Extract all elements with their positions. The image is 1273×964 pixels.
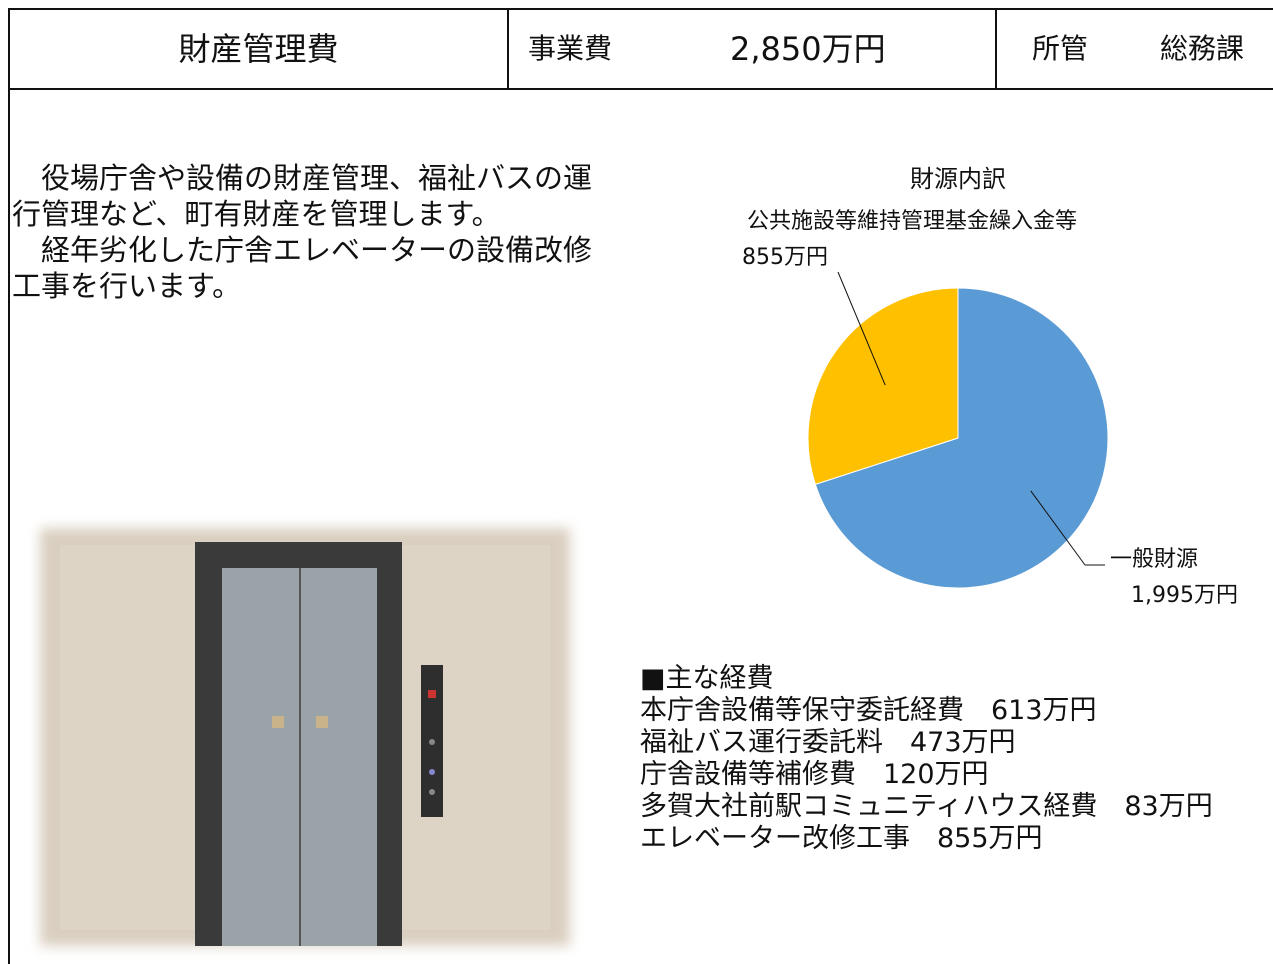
cost-label: 事業費 — [528, 32, 613, 65]
expense-item: 多賀大社前駅コミュニティハウス経費 83万円 — [640, 791, 1213, 822]
expense-item: 福祉バス運行委託料 473万円 — [640, 727, 1016, 758]
expense-item: エレベーター改修工事 855万円 — [640, 823, 1043, 854]
paragraph: 経年劣化した庁舎エレベーターの設備改修工事を行います。 — [12, 233, 593, 303]
cost: 2,850万円 — [730, 30, 886, 68]
pie-slice — [807, 287, 959, 485]
photo — [40, 528, 570, 946]
dept-label: 所管 — [1032, 32, 1089, 65]
pie-slice — [814, 287, 1109, 589]
title: 財産管理費 — [178, 30, 339, 68]
border — [8, 90, 10, 964]
leader-line — [837, 271, 886, 386]
leader-line — [1030, 490, 1086, 566]
expense-item: 本庁舎設備等保守委託経費 613万円 — [640, 695, 1097, 726]
value-label: 1,995万円 — [1131, 583, 1238, 608]
dept: 総務課 — [1160, 32, 1245, 65]
divider — [995, 10, 997, 88]
expenses-heading: ■主な経費 — [640, 663, 774, 694]
paragraph: 役場庁舎や設備の財産管理、福祉バスの運行管理など、町有財産を管理します。 — [12, 161, 593, 231]
expense-item: 庁舎設備等補修費 120万円 — [640, 759, 989, 790]
category-label: 一般財源 — [1110, 547, 1198, 572]
header: 財産管理費 事業費 2,850万円 所管 総務課 — [8, 8, 1273, 90]
expenses: ■主な経費 本庁舎設備等保守委託経費 613万円 福祉バス運行委託料 473万円… — [640, 663, 1213, 855]
category-label: 公共施設等維持管理基金繰入金等 — [747, 209, 1077, 234]
value-label: 855万円 — [742, 245, 828, 270]
description: 役場庁舎や設備の財産管理、福祉バスの運行管理など、町有財産を管理します。 経年劣… — [12, 160, 592, 304]
chart-title: 財源内訳 — [910, 165, 1006, 193]
divider — [507, 10, 509, 88]
